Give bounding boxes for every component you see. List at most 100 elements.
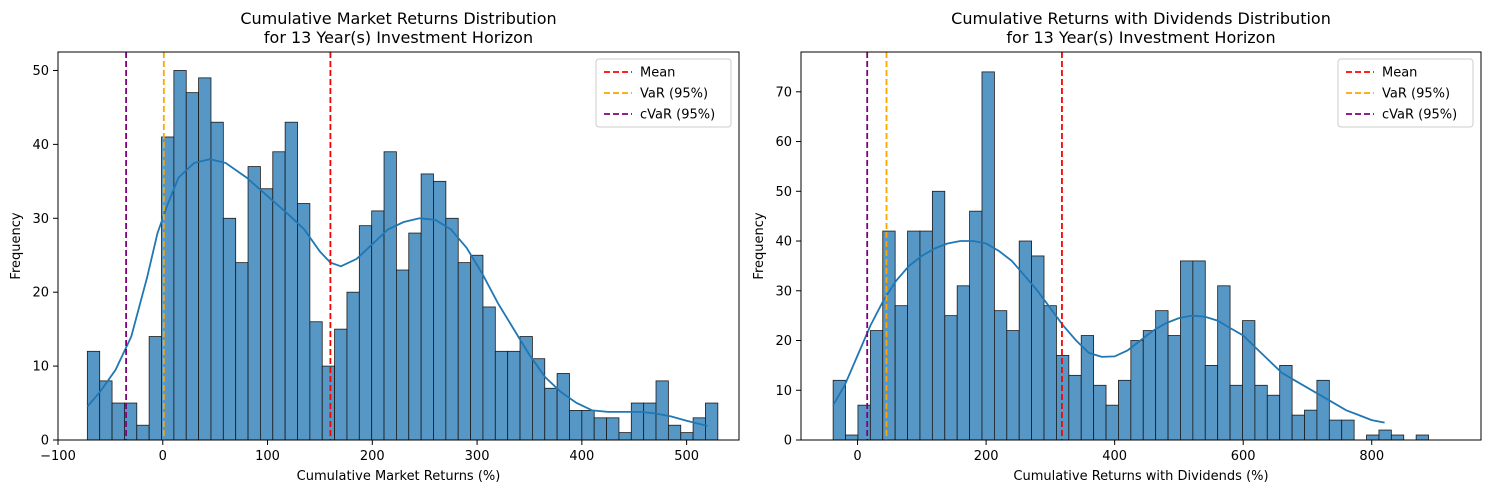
x-tick-label: 600 <box>1231 449 1256 464</box>
histogram-bar <box>507 350 521 441</box>
histogram-bar <box>1204 364 1219 441</box>
histogram-bar <box>482 306 496 441</box>
histogram-bar <box>581 410 595 441</box>
histogram-bar <box>371 210 385 441</box>
histogram-bar <box>993 310 1008 441</box>
histogram-bar <box>630 402 645 441</box>
y-tick-label: 10 <box>32 360 49 375</box>
market-returns-chart: −100 0 100 200 300 400 50001020304050Cumulativ… <box>9 9 740 484</box>
legend: Mean VaR (95%) cVaR (95%) <box>595 58 732 128</box>
histogram-bar <box>297 203 311 441</box>
x-axis-label: Cumulative Returns with Dividends (%) <box>1013 469 1268 484</box>
histogram-bar <box>531 358 546 441</box>
histogram-bar <box>869 330 884 441</box>
histogram-bar <box>981 71 995 441</box>
legend-label: cVaR (95%) <box>640 108 715 123</box>
histogram-bar <box>969 210 983 441</box>
histogram-bar <box>470 254 484 441</box>
y-tick-label: 10 <box>775 384 792 399</box>
histogram-bar <box>593 417 607 441</box>
histogram-bar <box>408 232 422 441</box>
x-tick-label: −100 <box>40 449 76 464</box>
kde-curve <box>832 240 1385 424</box>
histogram-bar <box>284 121 298 441</box>
x-tick-label: 200 <box>974 449 999 464</box>
legend-label: VaR (95%) <box>1382 87 1450 102</box>
histogram-bar <box>845 434 859 441</box>
y-tick-label: 30 <box>775 284 792 299</box>
histogram-bar <box>396 269 410 441</box>
x-tick-label: 0 <box>853 449 861 464</box>
histogram-bar <box>1142 330 1157 441</box>
histogram-bar <box>705 402 719 441</box>
chart-title: Cumulative Returns with Dividends Distri… <box>951 9 1331 47</box>
histogram-bar <box>931 190 946 441</box>
legend-label: Mean <box>1382 66 1417 81</box>
histogram-bar <box>655 380 669 441</box>
histogram-bar <box>1031 255 1045 441</box>
histogram-bar <box>334 328 348 441</box>
x-tick-label: 800 <box>1359 449 1384 464</box>
histogram-bar <box>1043 305 1057 441</box>
y-tick-label: 70 <box>775 85 792 100</box>
histogram-bar <box>680 432 694 441</box>
histogram-bar <box>272 151 286 441</box>
histogram-bar <box>346 291 360 441</box>
histogram-bar <box>1242 320 1256 441</box>
y-tick-label: 30 <box>32 212 49 227</box>
y-tick-label: 50 <box>775 185 792 200</box>
legend-box <box>595 58 732 128</box>
histogram-bar <box>667 424 682 441</box>
histogram-bar <box>1415 434 1429 441</box>
histogram-bar <box>1279 364 1293 441</box>
histogram-bar <box>1304 409 1318 441</box>
legend-label: VaR (95%) <box>640 87 708 102</box>
histogram-bar <box>1118 379 1132 441</box>
histogram-bar <box>309 321 323 441</box>
x-tick-label: 400 <box>1102 449 1127 464</box>
histogram-bar <box>198 77 212 441</box>
y-tick-label: 20 <box>32 286 49 301</box>
histogram-bar <box>1316 379 1330 441</box>
histogram-bar <box>321 365 335 441</box>
kde-curve <box>86 158 708 427</box>
y-tick-label: 0 <box>784 434 792 449</box>
histogram-bar <box>1006 330 1020 441</box>
histogram-bar <box>606 417 620 441</box>
histogram-bar <box>420 173 434 441</box>
legend: Mean VaR (95%) cVaR (95%) <box>1337 58 1474 128</box>
histogram-bar <box>1366 434 1380 441</box>
chart-title: Cumulative Market Returns Distribution fo… <box>240 9 556 47</box>
histogram-bar <box>1192 260 1206 441</box>
histogram-bar <box>882 230 896 441</box>
histogram-bar <box>1341 419 1355 441</box>
histogram-bar <box>222 217 237 441</box>
legend-label: Mean <box>640 66 675 81</box>
histogram-bar <box>944 315 958 441</box>
histogram-bar <box>857 404 871 441</box>
histogram-bar <box>569 410 583 441</box>
histogram-bar <box>148 336 162 441</box>
histogram-bar <box>519 336 533 441</box>
y-tick-label: 40 <box>32 138 49 153</box>
histogram-bar <box>1130 340 1144 441</box>
histogram-bar <box>173 70 187 441</box>
x-tick-label: 500 <box>674 449 699 464</box>
histogram-bar <box>260 188 274 441</box>
histogram-bar <box>185 92 200 441</box>
histogram-bar <box>1390 434 1405 441</box>
y-tick-label: 0 <box>41 434 49 449</box>
histogram-bar <box>111 402 125 441</box>
histogram-bar <box>1068 374 1082 441</box>
histogram-bar <box>1167 335 1181 441</box>
dividend-returns-chart: 0 200 400 600 800 0 10 20 30 40 50 60 70 Cumulative R… <box>752 9 1482 484</box>
y-axis-label: Frequency <box>9 212 24 279</box>
x-axis-label: Cumulative Market Returns (%) <box>297 469 501 484</box>
histogram-bar <box>457 262 471 441</box>
histogram-bar <box>235 262 249 441</box>
histogram-bar <box>832 379 846 441</box>
histogram-bar <box>445 217 459 441</box>
plot-frame <box>800 51 1482 441</box>
histogram-bar <box>956 285 970 441</box>
histogram-bar <box>1378 429 1392 441</box>
